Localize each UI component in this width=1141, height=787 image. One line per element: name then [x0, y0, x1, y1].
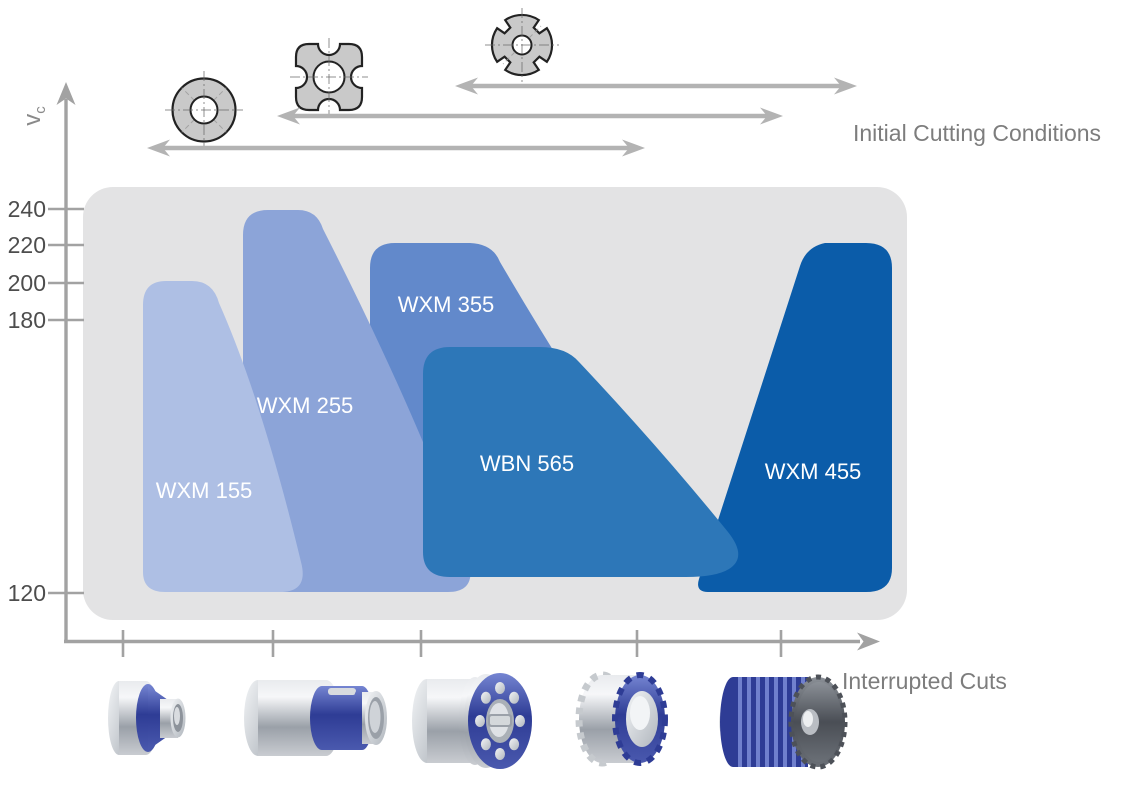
- axes: 240 220 200 180 120 vc: [8, 82, 880, 657]
- y-tick-label: 220: [8, 232, 46, 258]
- y-tick-label: 200: [8, 270, 46, 296]
- x-axis-ticks: [121, 630, 783, 657]
- y-axis-label: vc: [19, 106, 49, 126]
- region-label: WBN 565: [480, 451, 574, 476]
- cross-section-icons: [165, 8, 559, 149]
- arrowhead-right-icon: [760, 107, 783, 125]
- region-label: WXM 255: [257, 393, 354, 418]
- arrowhead-left-icon: [455, 77, 478, 95]
- region-wxm-455: [698, 243, 892, 592]
- arrowhead-right-icon: [834, 77, 857, 95]
- x-axis-label: Interrupted Cuts: [842, 668, 1007, 694]
- splined-shaft-workpiece: [719, 674, 848, 770]
- region-wxm-255: [243, 210, 471, 592]
- region-label: WXM 155: [156, 478, 253, 503]
- region-wbn-565: [423, 347, 739, 577]
- workpiece-images: [108, 671, 848, 770]
- sleeve-bushing-workpiece: [244, 680, 387, 756]
- y-tick-label: 120: [8, 580, 46, 606]
- gear-workpiece: [575, 671, 668, 767]
- arrowhead-left-icon: [147, 139, 170, 157]
- notched-disc-cross-section-icon: [485, 8, 559, 82]
- arrowhead-right-icon: [622, 139, 645, 157]
- four-lobe-cross-section-icon: [290, 38, 368, 116]
- initial-condition-arrows: [147, 77, 857, 157]
- region-label: WXM 355: [398, 292, 495, 317]
- region-wxm-155: [143, 281, 303, 592]
- y-tick-label: 240: [8, 196, 46, 222]
- initial-cutting-conditions-label: Initial Cutting Conditions: [853, 120, 1101, 146]
- x-axis-arrowhead-icon: [857, 632, 880, 651]
- grade-regions: WXM 155 WXM 255 WXM 355 WBN 565 WXM 455: [143, 210, 892, 592]
- region-label: WXM 455: [765, 459, 862, 484]
- y-axis-ticks: 240 220 200 180 120: [8, 196, 84, 606]
- y-tick-label: 180: [8, 307, 46, 333]
- stepped-hub-workpiece: [108, 681, 186, 755]
- arrowhead-left-icon: [277, 107, 300, 125]
- plain-ring-cross-section-icon: [165, 71, 243, 149]
- y-axis-arrowhead-icon: [56, 82, 76, 105]
- bolt-circle-flange-workpiece: [412, 673, 532, 769]
